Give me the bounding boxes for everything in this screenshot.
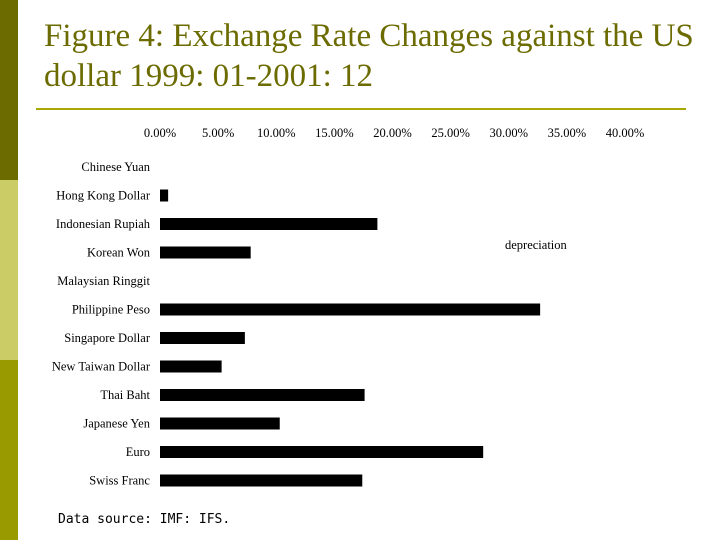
bars xyxy=(160,189,541,487)
sidebar-accent-light xyxy=(0,180,18,360)
data-source-note: Data source: IMF: IFS. xyxy=(58,512,231,527)
bar xyxy=(160,474,363,487)
bar xyxy=(160,389,365,401)
x-tick-label: 5.00% xyxy=(202,126,234,140)
category-label: Thai Baht xyxy=(100,388,150,402)
bar xyxy=(160,246,251,259)
exchange-rate-bar-chart: 0.00% 5.00% 10.00% 15.00% 20.00% 25.00% 30.00%… xyxy=(52,126,644,488)
sidebar-accent-dark xyxy=(0,0,18,180)
sidebar-accent-mid xyxy=(0,360,18,540)
category-label: Malaysian Ringgit xyxy=(57,274,150,288)
bar xyxy=(160,303,541,316)
category-labels: Chinese Yuan Hong Kong Dollar Indonesian R… xyxy=(52,160,151,488)
category-label: Euro xyxy=(126,445,150,459)
bar xyxy=(160,417,280,430)
category-label: Singapore Dollar xyxy=(64,331,151,345)
x-tick-label: 25.00% xyxy=(431,126,470,140)
category-label: Philippine Peso xyxy=(72,303,150,317)
x-tick-label: 30.00% xyxy=(489,126,528,140)
x-tick-label: 10.00% xyxy=(257,126,296,140)
bar xyxy=(160,332,245,344)
x-axis-ticks: 0.00% 5.00% 10.00% 15.00% 20.00% 25.00% 30.00%… xyxy=(144,126,644,140)
slide-title: Figure 4: Exchange Rate Changes against … xyxy=(44,18,694,94)
category-label: Korean Won xyxy=(87,246,151,260)
category-label: Swiss Franc xyxy=(89,474,150,488)
x-tick-label: 40.00% xyxy=(606,126,645,140)
x-tick-label: 15.00% xyxy=(315,126,354,140)
category-label: Chinese Yuan xyxy=(81,160,150,174)
category-label: Hong Kong Dollar xyxy=(56,189,151,203)
title-divider xyxy=(36,108,686,110)
bar xyxy=(160,189,169,202)
depreciation-annotation: depreciation xyxy=(505,238,568,252)
bar xyxy=(160,360,222,373)
x-tick-label: 20.00% xyxy=(373,126,412,140)
category-label: New Taiwan Dollar xyxy=(52,360,151,374)
x-tick-label: 0.00% xyxy=(144,126,176,140)
category-label: Japanese Yen xyxy=(83,417,150,431)
bar xyxy=(160,446,484,458)
x-tick-label: 35.00% xyxy=(548,126,587,140)
category-label: Indonesian Rupiah xyxy=(56,217,151,231)
bar xyxy=(160,218,378,230)
